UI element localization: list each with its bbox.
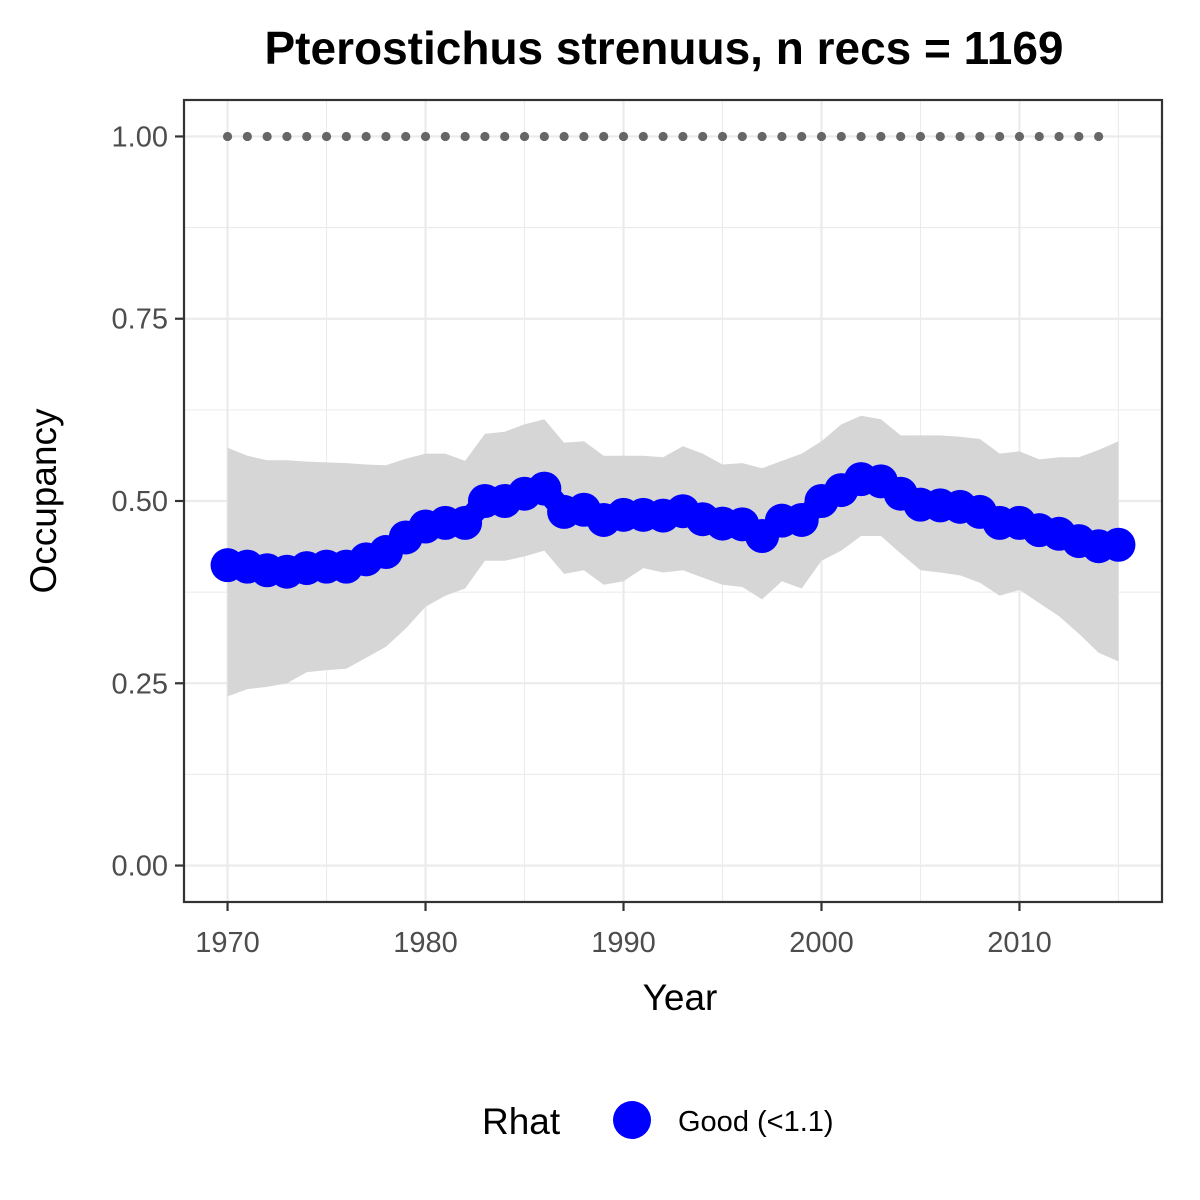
reference-point: [361, 131, 371, 142]
reference-point: [599, 131, 609, 142]
x-axis: 1970 1980 1990 2000 2010: [195, 902, 1052, 959]
x-axis-title: Year: [643, 977, 718, 1018]
reference-point: [955, 131, 965, 142]
reference-point: [737, 131, 747, 142]
reference-point: [975, 131, 985, 142]
reference-point: [302, 131, 312, 142]
reference-point: [1094, 131, 1104, 142]
reference-point: [935, 131, 945, 142]
reference-point: [222, 131, 233, 142]
legend-key: [613, 1101, 651, 1139]
reference-point: [757, 131, 767, 142]
reference-point: [321, 131, 332, 142]
y-tick-label: 0.00: [112, 851, 168, 883]
reference-point: [440, 131, 450, 142]
reference-point: [262, 131, 272, 142]
occupancy-points: [210, 462, 1136, 589]
y-tick-label: 1.00: [112, 121, 168, 153]
reference-point: [1074, 131, 1084, 142]
reference-point: [856, 131, 866, 142]
y-tick-label: 0.25: [112, 668, 168, 700]
reference-point: [539, 131, 549, 142]
x-tick-label: 1980: [393, 927, 458, 959]
x-tick-label: 2010: [987, 927, 1052, 959]
y-tick-label: 0.75: [112, 304, 168, 336]
data-point: [1101, 527, 1136, 562]
y-axis: 0.00 0.25 0.50 0.75 1.00: [112, 121, 184, 883]
legend-label: Good (<1.1): [678, 1106, 834, 1138]
reference-point: [420, 131, 431, 142]
reference-point: [500, 131, 510, 142]
reference-point: [559, 131, 569, 142]
reference-point: [836, 131, 846, 142]
reference-point: [1054, 131, 1064, 142]
reference-point: [678, 131, 688, 142]
chart-title: Pterostichus strenuus, n recs = 1169: [265, 22, 1064, 74]
reference-point: [797, 131, 807, 142]
reference-point: [915, 131, 926, 142]
reference-point: [282, 131, 292, 142]
reference-point: [242, 131, 252, 142]
data-point: [527, 471, 562, 506]
reference-point: [460, 131, 470, 142]
reference-point: [381, 131, 391, 142]
reference-point: [698, 131, 708, 142]
x-tick-label: 1990: [591, 927, 656, 959]
reference-point: [1034, 131, 1044, 142]
reference-point: [995, 131, 1005, 142]
reference-point: [658, 131, 668, 142]
reference-point: [1014, 131, 1025, 142]
reference-line: [222, 131, 1104, 142]
reference-point: [638, 131, 648, 142]
reference-point: [480, 131, 490, 142]
y-tick-label: 0.50: [112, 486, 168, 518]
legend: Rhat Good (<1.1): [482, 1101, 834, 1142]
reference-point: [341, 131, 351, 142]
reference-point: [618, 131, 629, 142]
reference-point: [896, 131, 906, 142]
x-tick-label: 2000: [789, 927, 854, 959]
y-axis-title: Occupancy: [23, 408, 64, 594]
reference-point: [579, 131, 589, 142]
x-tick-label: 1970: [195, 927, 260, 959]
data-point: [448, 505, 483, 540]
reference-point: [876, 131, 886, 142]
reference-point: [717, 131, 728, 142]
reference-point: [777, 131, 787, 142]
legend-title: Rhat: [482, 1101, 561, 1142]
reference-point: [816, 131, 827, 142]
reference-point: [401, 131, 411, 142]
reference-point: [519, 131, 530, 142]
